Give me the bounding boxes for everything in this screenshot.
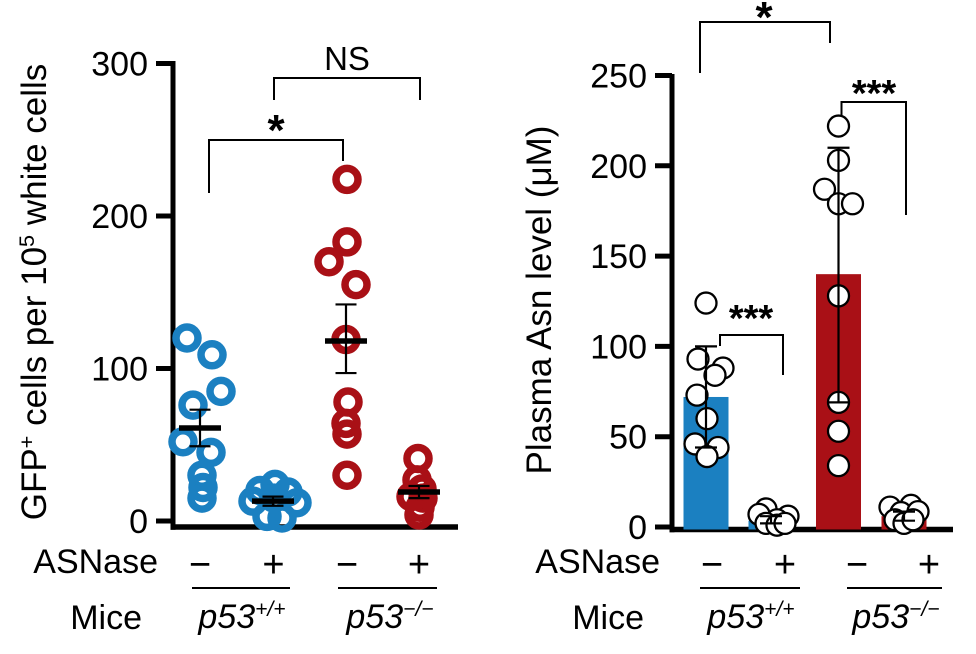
- y-tick-label: 100: [590, 328, 647, 366]
- data-point: [826, 453, 851, 478]
- significance-bracket: [208, 139, 344, 193]
- asnase-row-title: ASNase: [535, 543, 660, 581]
- data-point: [812, 177, 837, 201]
- significance-label: ***: [729, 298, 774, 340]
- y-tick-label: 100: [91, 351, 148, 389]
- data-point: [197, 340, 227, 370]
- genotype-label: p53−/−: [851, 598, 939, 636]
- y-tick-label: 250: [590, 58, 647, 96]
- genotype-label: p53+/+: [706, 598, 794, 636]
- asnase-sign: −: [846, 544, 868, 586]
- significance-label: ***: [852, 73, 897, 115]
- data-point: [703, 363, 727, 387]
- data-point: [267, 503, 297, 533]
- asnase-row-title: ASNase: [33, 543, 158, 581]
- data-point: [685, 383, 709, 407]
- significance-bracket: [273, 77, 421, 100]
- data-point: [187, 483, 217, 513]
- significance-label: *: [755, 0, 773, 42]
- mice-row-title: Mice: [572, 599, 644, 637]
- asnase-sign: −: [336, 544, 358, 586]
- data-point: [341, 269, 371, 300]
- y-axis-title: GFP+ cells per 105 white cells: [14, 64, 54, 521]
- y-tick-label: 150: [590, 238, 647, 276]
- genotype-label: p53−/−: [345, 598, 433, 636]
- data-point: [332, 419, 362, 449]
- mice-row-title: Mice: [70, 599, 142, 637]
- data-point: [172, 323, 202, 353]
- data-point: [686, 347, 710, 371]
- significance-bracket: [719, 334, 784, 375]
- data-point: [206, 376, 236, 407]
- data-point: [694, 291, 718, 315]
- genotype-label: p53+/+: [197, 598, 285, 636]
- data-point: [314, 247, 344, 277]
- data-point: [826, 419, 851, 443]
- data-point: [178, 390, 208, 420]
- y-tick-label: 0: [628, 509, 647, 547]
- y-tick-label: 300: [91, 46, 148, 84]
- data-point: [826, 114, 851, 138]
- data-point: [196, 437, 226, 468]
- significance-label: *: [267, 106, 285, 155]
- asnase-sign: −: [701, 544, 723, 586]
- significance-bracket: [699, 21, 831, 73]
- y-tick-label: 200: [91, 198, 148, 236]
- data-point: [695, 444, 719, 469]
- y-tick-label: 200: [590, 148, 647, 186]
- asnase-sign: +: [774, 544, 796, 586]
- asnase-sign: −: [189, 544, 211, 586]
- data-point: [404, 500, 434, 530]
- y-tick-label: 50: [609, 419, 647, 457]
- data-point: [332, 227, 362, 257]
- significance-bracket: [840, 101, 907, 215]
- data-point: [840, 192, 865, 216]
- y-tick-label: 0: [129, 503, 148, 541]
- y-axis-title: Plasma Asn level (μM): [520, 126, 559, 475]
- asnase-sign: +: [408, 544, 430, 586]
- data-point: [332, 460, 362, 490]
- significance-label: NS: [324, 40, 370, 77]
- data-point: [168, 426, 198, 457]
- asnase-sign: +: [262, 544, 284, 586]
- asnase-sign: +: [918, 544, 940, 586]
- data-point: [332, 164, 362, 195]
